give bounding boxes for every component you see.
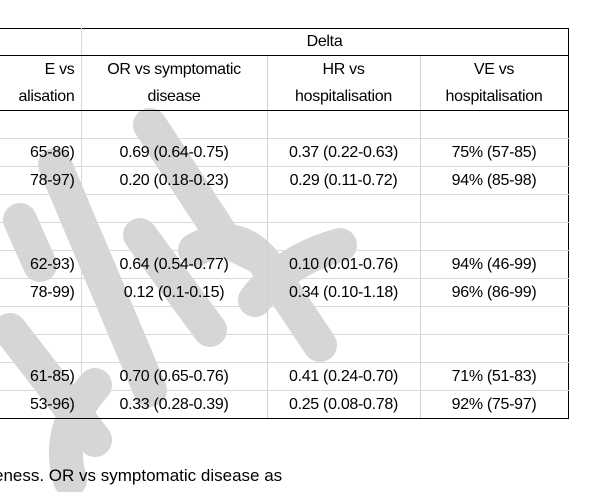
header-or-line2: disease — [80, 83, 268, 111]
row-label-cell — [0, 110, 82, 139]
header-hr-line1: HR vs — [267, 55, 421, 83]
header-cell-left-blank — [0, 28, 82, 56]
header-left-line1: E vs — [0, 55, 82, 83]
or-cell: 0.12 (0.1-0.15) — [80, 278, 268, 307]
row-label-cell — [0, 306, 82, 335]
hr-cell — [267, 222, 421, 251]
ve-cell — [420, 110, 569, 139]
ve-cell: 96% (86-99) — [420, 278, 569, 307]
hr-cell — [267, 110, 421, 139]
table-row: 78-99) 0.12 (0.1-0.15) 0.34 (0.10-1.18) 96%… — [0, 278, 569, 307]
or-cell: 0.70 (0.65-0.76) — [80, 362, 268, 391]
ve-cell — [420, 222, 569, 251]
or-cell — [80, 222, 268, 251]
or-cell: 0.33 (0.28-0.39) — [80, 390, 268, 419]
table-row — [0, 222, 569, 251]
header-or-line1: OR vs symptomatic — [80, 55, 268, 83]
row-label-cell: 78-99) — [0, 278, 82, 307]
row-label-cell: 62-93) — [0, 250, 82, 279]
header-hr-line2: hospitalisation — [267, 83, 421, 111]
row-label-cell: 65-86) — [0, 138, 82, 167]
hr-cell — [267, 334, 421, 363]
table-row: 78-97) 0.20 (0.18-0.23) 0.29 (0.11-0.72) 94… — [0, 166, 569, 195]
row-label-cell: 61-85) — [0, 362, 82, 391]
hr-cell: 0.37 (0.22-0.63) — [267, 138, 421, 167]
ve-cell — [420, 194, 569, 223]
table-row: 61-85) 0.70 (0.65-0.76) 0.41 (0.24-0.70) 71… — [0, 362, 569, 391]
row-label-cell — [0, 334, 82, 363]
row-label-cell — [0, 222, 82, 251]
hr-cell — [267, 306, 421, 335]
ve-cell — [420, 306, 569, 335]
header-left-line2: alisation — [0, 83, 82, 111]
table-row — [0, 306, 569, 335]
or-cell: 0.64 (0.54-0.77) — [80, 250, 268, 279]
table-row — [0, 194, 569, 223]
ve-cell: 71% (51-83) — [420, 362, 569, 391]
header-ve-line1: VE vs — [420, 55, 569, 83]
row-label-cell — [0, 194, 82, 223]
hr-cell — [267, 194, 421, 223]
hr-cell: 0.25 (0.08-0.78) — [267, 390, 421, 419]
row-label-cell: 78-97) — [0, 166, 82, 195]
results-table-container: Delta E vs OR vs symptomatic HR vs VE vs… — [0, 28, 569, 419]
or-cell — [80, 334, 268, 363]
table-row — [0, 110, 569, 139]
table-row: 53-96) 0.33 (0.28-0.39) 0.25 (0.08-0.78) 92… — [0, 390, 569, 419]
hr-cell: 0.10 (0.01-0.76) — [267, 250, 421, 279]
or-cell: 0.69 (0.64-0.75) — [80, 138, 268, 167]
or-cell — [80, 110, 268, 139]
ve-cell: 94% (46-99) — [420, 250, 569, 279]
table-row: 65-86) 0.69 (0.64-0.75) 0.37 (0.22-0.63) 75… — [0, 138, 569, 167]
footer-text: eness. OR vs symptomatic disease as — [0, 466, 283, 485]
header-ve-line2: hospitalisation — [420, 83, 569, 111]
header-row-line1: E vs OR vs symptomatic HR vs VE vs — [0, 55, 569, 83]
ve-cell: 92% (75-97) — [420, 390, 569, 419]
or-cell — [80, 306, 268, 335]
or-cell: 0.20 (0.18-0.23) — [80, 166, 268, 195]
ve-cell: 94% (85-98) — [420, 166, 569, 195]
hr-cell: 0.34 (0.10-1.18) — [267, 278, 421, 307]
header-group-row: Delta — [0, 28, 569, 56]
header-row-line2: alisation disease hospitalisation hospit… — [0, 83, 569, 111]
ve-cell: 75% (57-85) — [420, 138, 569, 167]
or-cell — [80, 194, 268, 223]
hr-cell: 0.41 (0.24-0.70) — [267, 362, 421, 391]
ve-cell — [420, 334, 569, 363]
table-row: 62-93) 0.64 (0.54-0.77) 0.10 (0.01-0.76) 94… — [0, 250, 569, 279]
results-table: Delta E vs OR vs symptomatic HR vs VE vs… — [0, 28, 569, 419]
row-label-cell: 53-96) — [0, 390, 82, 419]
header-group-label: Delta — [80, 28, 569, 56]
table-row — [0, 334, 569, 363]
hr-cell: 0.29 (0.11-0.72) — [267, 166, 421, 195]
